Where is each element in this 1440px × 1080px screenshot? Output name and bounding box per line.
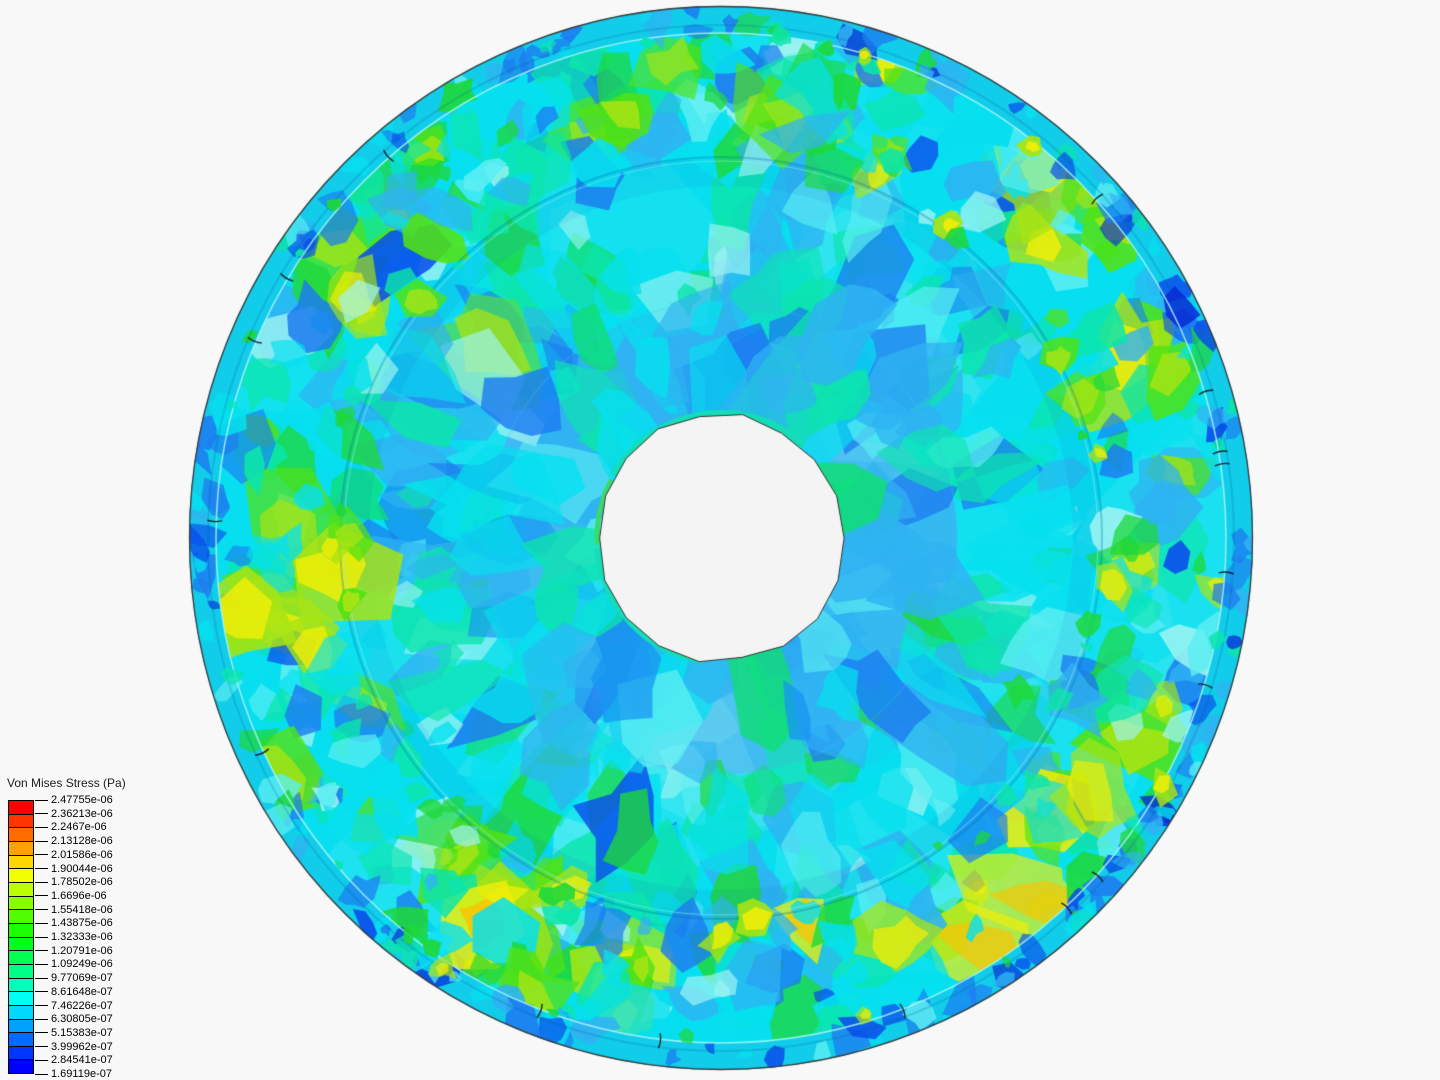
legend-tick-line: [35, 936, 48, 938]
legend-color-cell: [8, 1059, 34, 1075]
legend-tick-label: 1.6696e-06: [51, 889, 107, 902]
legend-color-cell: [8, 922, 34, 938]
legend-tick-line: [35, 977, 48, 979]
legend: Von Mises Stress (Pa) 2.47755e-06 2.36213…: [7, 776, 126, 1080]
legend-tick: 6.30805e-07: [35, 1013, 113, 1025]
legend-tick-label: 3.99962e-07: [51, 1040, 113, 1053]
legend-tick: 1.43875e-06: [35, 917, 113, 929]
legend-tick: 1.6696e-06: [35, 890, 107, 902]
legend-color-cell: [8, 868, 34, 883]
legend-color-cell: [8, 977, 34, 993]
legend-color-cell: [8, 840, 34, 856]
legend-tick-label: 7.46226e-07: [51, 999, 113, 1012]
legend-color-cell: [8, 963, 34, 979]
legend-color-cell: [8, 909, 34, 924]
legend-color-cell: [8, 895, 34, 911]
legend-tick-label: 2.13128e-06: [51, 835, 113, 848]
legend-tick: 9.77069e-07: [35, 972, 113, 984]
legend-tick-line: [35, 1046, 48, 1048]
legend-color-cell: [8, 854, 34, 870]
legend-tick-label: 2.01586e-06: [51, 848, 113, 861]
legend-tick: 2.47755e-06: [35, 794, 113, 806]
legend-tick-line: [35, 1005, 48, 1006]
legend-color-cell: [8, 881, 34, 897]
legend-tick-label: 2.84541e-07: [51, 1054, 113, 1067]
legend-tick-line: [35, 826, 48, 828]
legend-tick-line: [35, 840, 48, 842]
legend-tick-label: 2.2467e-06: [51, 821, 107, 834]
legend-tick: 2.13128e-06: [35, 835, 113, 847]
legend-tick-line: [35, 1059, 48, 1061]
legend-tick-line: [35, 881, 48, 883]
legend-tick-line: [35, 922, 48, 924]
legend-tick-label: 6.30805e-07: [51, 1013, 113, 1026]
legend-tick: 5.15383e-07: [35, 1027, 113, 1039]
legend-color-cell: [8, 991, 34, 1006]
legend-tick-line: [35, 799, 48, 801]
legend-tick: 1.09249e-06: [35, 958, 113, 970]
legend-color-cell: [8, 1032, 34, 1047]
legend-color-cell: [8, 950, 34, 965]
legend-tick-label: 1.90044e-06: [51, 862, 113, 875]
legend-color-cell: [8, 1018, 34, 1034]
legend-tick-line: [35, 909, 48, 911]
legend-tick-line: [35, 854, 48, 856]
legend-tick-label: 2.36213e-06: [51, 807, 113, 820]
colorbar: [8, 800, 34, 1075]
legend-tick-label: 2.47755e-06: [51, 794, 113, 806]
legend-tick-line: [35, 1018, 48, 1020]
legend-tick-line: [35, 991, 48, 993]
legend-tick-label: 8.61648e-07: [51, 985, 113, 998]
legend-tick: 1.69119e-07: [35, 1068, 112, 1080]
legend-tick-line: [35, 868, 48, 869]
legend-tick: 1.90044e-06: [35, 863, 113, 875]
legend-tick-label: 1.43875e-06: [51, 917, 113, 930]
legend-tick-label: 5.15383e-07: [51, 1026, 113, 1039]
legend-tick: 8.61648e-07: [35, 986, 113, 998]
legend-tick-label: 1.09249e-06: [51, 958, 113, 971]
legend-color-cell: [8, 827, 34, 842]
legend-tick-label: 1.78502e-06: [51, 876, 113, 889]
legend-tick: 2.84541e-07: [35, 1054, 113, 1066]
legend-color-cell: [8, 813, 34, 829]
legend-tick-label: 1.20791e-06: [51, 944, 113, 957]
legend-tick-line: [35, 1032, 48, 1034]
legend-tick-line: [35, 963, 48, 965]
legend-tick-line: [35, 813, 48, 815]
legend-tick: 7.46226e-07: [35, 1000, 113, 1012]
legend-color-cell: [8, 1045, 34, 1061]
legend-tick-line: [35, 950, 48, 952]
legend-tick: 1.20791e-06: [35, 945, 113, 957]
legend-tick-label: 1.32333e-06: [51, 931, 113, 943]
legend-tick: 3.99962e-07: [35, 1041, 113, 1053]
legend-color-cell: [8, 1004, 34, 1020]
legend-tick: 2.01586e-06: [35, 849, 113, 861]
legend-tick-line: [35, 895, 48, 897]
legend-tick-line: [35, 1073, 48, 1075]
legend-tick: 1.55418e-06: [35, 904, 113, 916]
legend-tick: 1.78502e-06: [35, 876, 113, 888]
legend-tick: 1.32333e-06: [35, 931, 113, 943]
legend-tick: 2.36213e-06: [35, 808, 113, 820]
legend-tick-label: 9.77069e-07: [51, 972, 113, 985]
legend-color-cell: [8, 800, 34, 815]
legend-tick-label: 1.55418e-06: [51, 903, 113, 916]
legend-color-cell: [8, 936, 34, 952]
legend-tick-label: 1.69119e-07: [51, 1068, 112, 1080]
legend-tick: 2.2467e-06: [35, 821, 107, 833]
legend-title: Von Mises Stress (Pa): [7, 776, 126, 790]
